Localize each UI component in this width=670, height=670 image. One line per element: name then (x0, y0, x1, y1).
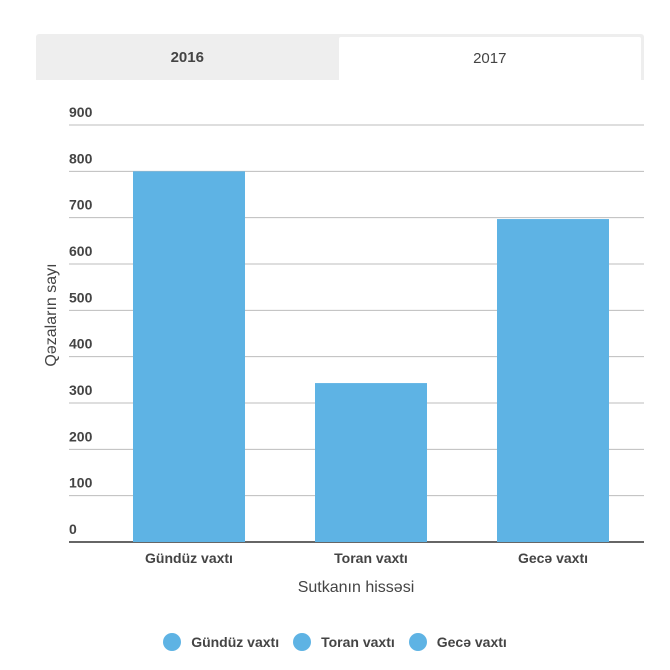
y-tick-label: 800 (69, 150, 93, 166)
legend-label: Gecə vaxtı (436, 634, 507, 650)
legend: Gündüz vaxtı Toran vaxtı Gecə vaxtı (0, 630, 670, 654)
y-tick-label: 200 (69, 428, 93, 444)
y-tick-label: 500 (69, 289, 93, 305)
y-tick-labels: 0 100 200 300 400 500 600 700 800 900 (69, 104, 93, 537)
x-axis-label: Sutkanın hissəsi (298, 579, 415, 596)
legend-dot-icon (293, 633, 312, 651)
year-tabs: 2016 2017 (36, 34, 644, 80)
y-tick-label: 700 (69, 197, 93, 213)
legend-item[interactable]: Toran vaxtı (293, 633, 395, 651)
bars (133, 171, 609, 542)
x-tick-label: Toran vaxtı (334, 550, 408, 566)
y-tick-label: 900 (69, 104, 93, 120)
y-tick-label: 100 (69, 475, 93, 491)
x-tick-label: Gecə vaxtı (518, 550, 588, 566)
x-tick-label: Gündüz vaxtı (145, 550, 233, 566)
legend-item[interactable]: Gecə vaxtı (408, 633, 507, 651)
legend-dot-icon (408, 633, 427, 651)
legend-label: Gündüz vaxtı (191, 634, 280, 650)
x-tick-labels: Gündüz vaxtı Toran vaxtı Gecə vaxtı (145, 550, 588, 566)
legend-label: Toran vaxtı (321, 634, 395, 650)
bar-3[interactable] (497, 219, 609, 542)
legend-item[interactable]: Gündüz vaxtı (163, 633, 279, 651)
y-tick-label: 300 (69, 382, 93, 398)
y-tick-label: 0 (69, 521, 77, 537)
bar-chart: 0 100 200 300 400 500 600 700 800 900 Gündüz vaxt… (43, 104, 644, 596)
bar-2[interactable] (315, 383, 427, 542)
y-tick-label: 400 (69, 336, 93, 352)
tab-2016[interactable]: 2016 (170, 48, 204, 66)
y-axis-label: Qəzaların sayı (43, 263, 60, 366)
legend-dot-icon (163, 633, 182, 651)
chart-area: 0 100 200 300 400 500 600 700 800 900 Gündüz vaxt… (36, 80, 644, 670)
y-tick-label: 600 (69, 243, 93, 259)
bar-1[interactable] (133, 171, 245, 542)
tab-2017[interactable]: 2017 (338, 37, 641, 80)
